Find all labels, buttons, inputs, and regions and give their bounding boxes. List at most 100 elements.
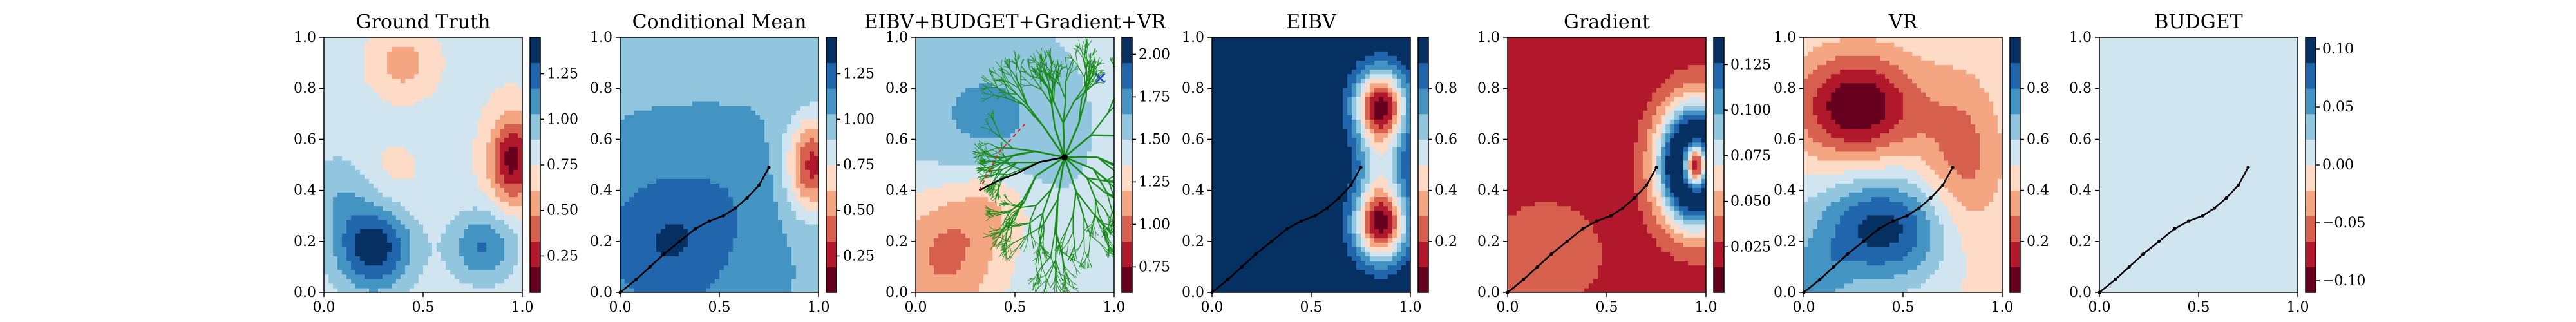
heatmap-cell — [333, 155, 338, 161]
heatmap-cell — [796, 223, 801, 229]
heatmap-cell — [450, 151, 455, 156]
heatmap-cell — [670, 274, 675, 279]
heatmap-cell — [342, 201, 347, 207]
heatmap-cell — [378, 101, 383, 106]
heatmap-cell — [778, 247, 783, 252]
heatmap-cell — [706, 155, 711, 161]
heatmap-cell — [369, 196, 374, 202]
heatmap-cell — [638, 60, 643, 66]
heatmap-cell — [428, 78, 433, 84]
heatmap-cell — [387, 219, 392, 225]
heatmap-cell — [742, 110, 747, 115]
heatmap-cell — [328, 64, 334, 70]
heatmap-cell — [428, 178, 433, 184]
heatmap-cell — [405, 73, 410, 79]
heatmap-cell — [387, 46, 392, 52]
heatmap-cell — [509, 196, 514, 202]
heatmap-cell — [495, 219, 500, 225]
heatmap-cell — [697, 101, 702, 106]
heatmap-cell — [360, 82, 365, 88]
heatmap-cell — [387, 169, 392, 175]
heatmap-cell — [782, 42, 788, 47]
heatmap-cell — [773, 274, 779, 279]
heatmap-cell — [491, 64, 496, 70]
heatmap-cell — [383, 165, 388, 170]
heatmap-cell — [746, 183, 752, 188]
heatmap-cell — [764, 214, 770, 220]
heatmap-cell — [405, 55, 410, 61]
heatmap-cell — [746, 169, 752, 175]
heatmap-cell — [509, 183, 514, 188]
heatmap-cell — [342, 115, 347, 120]
heatmap-cell — [383, 251, 388, 257]
heatmap-cell — [423, 87, 428, 93]
heatmap-cell — [674, 42, 679, 47]
heatmap-cell — [396, 137, 401, 143]
heatmap-cell — [652, 192, 657, 198]
heatmap-cell — [486, 269, 491, 275]
heatmap-cell — [665, 82, 670, 88]
heatmap-cell — [800, 283, 806, 289]
heatmap-cell — [751, 205, 756, 211]
heatmap-cell — [374, 178, 379, 184]
heatmap-cell — [459, 60, 464, 66]
heatmap-cell — [647, 82, 652, 88]
heatmap-cell — [638, 142, 643, 147]
heatmap-cell — [333, 128, 338, 134]
heatmap-cell — [814, 274, 819, 279]
heatmap-cell — [455, 242, 460, 247]
heatmap-cell — [719, 37, 724, 43]
heatmap-cell — [437, 183, 442, 188]
heatmap-cell — [432, 42, 437, 47]
heatmap-cell — [692, 155, 697, 161]
heatmap-cell — [787, 151, 792, 156]
heatmap-cell — [513, 110, 518, 115]
heatmap-cell — [800, 110, 806, 115]
heatmap-cell — [764, 37, 770, 43]
heatmap-cell — [513, 183, 518, 188]
heatmap-cell — [392, 219, 397, 225]
heatmap-cell — [764, 223, 770, 229]
heatmap-cell — [805, 278, 810, 284]
heatmap-cell — [504, 205, 509, 211]
heatmap-cell — [450, 160, 455, 166]
heatmap-cell — [351, 82, 356, 88]
heatmap-cell — [446, 251, 451, 257]
heatmap-cell — [477, 106, 482, 111]
heatmap-cell — [423, 78, 428, 84]
heatmap-cell — [769, 187, 774, 193]
heatmap-cell — [643, 42, 648, 47]
heatmap-cell — [661, 178, 666, 184]
heatmap-cell — [486, 169, 491, 175]
heatmap-cell — [661, 115, 666, 120]
heatmap-cell — [764, 278, 770, 284]
heatmap-cell — [647, 60, 652, 66]
heatmap-cell — [333, 214, 338, 220]
heatmap-cell — [719, 119, 724, 124]
heatmap-cell — [360, 174, 365, 179]
heatmap-cell — [495, 55, 500, 61]
heatmap-cell — [428, 251, 433, 257]
heatmap-cell — [464, 247, 469, 252]
heatmap-cell — [697, 251, 702, 257]
heatmap-cell — [782, 238, 788, 243]
heatmap-cell — [351, 87, 356, 93]
heatmap-cell — [710, 146, 715, 152]
heatmap-cell — [737, 119, 743, 124]
heatmap-cell — [715, 37, 720, 43]
heatmap-cell — [446, 91, 451, 97]
heatmap-cell — [387, 242, 392, 247]
heatmap-cell — [638, 151, 643, 156]
heatmap-cell — [333, 283, 338, 289]
heatmap-cell — [737, 146, 743, 152]
heatmap-cell — [369, 142, 374, 147]
heatmap-cell — [410, 287, 415, 292]
heatmap-cell — [396, 183, 401, 188]
heatmap-cell — [428, 96, 433, 102]
heatmap-cell — [710, 115, 715, 120]
heatmap-cell — [378, 124, 383, 129]
x-tick-label: 0.5 — [412, 299, 435, 316]
heatmap-cell — [419, 165, 424, 170]
heatmap-cell — [464, 42, 469, 47]
